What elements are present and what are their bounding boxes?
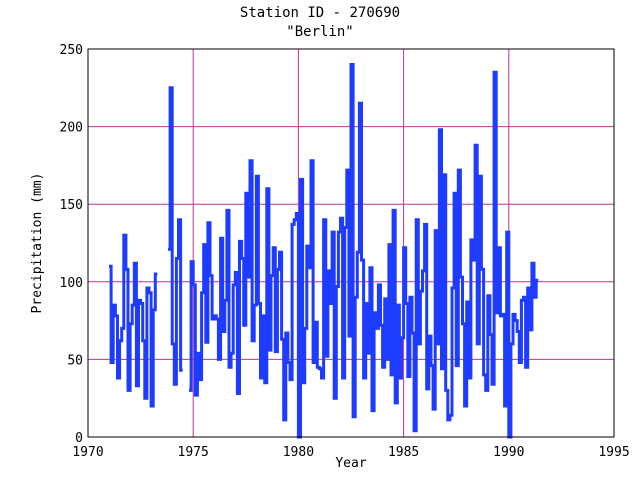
chart-subtitle: "Berlin" [286, 24, 354, 40]
x-tick-label: 1980 [283, 445, 314, 460]
x-tick-label: 1970 [72, 445, 103, 460]
y-axis-label: Precipitation (mm) [30, 173, 45, 314]
y-tick-label: 100 [60, 276, 83, 291]
precipitation-series-line [168, 86, 183, 386]
x-tick-label: 1995 [598, 445, 629, 460]
plot-frame [87, 48, 615, 438]
tick-labels: 1970 1975 1980 1985 1990 1995 0 50 100 150 200 250 [60, 43, 630, 460]
x-axis-label: Year [335, 456, 366, 471]
x-tick-label: 1990 [493, 445, 524, 460]
precipitation-series-line [189, 63, 539, 439]
chart-title: Station ID - 270690 [239, 5, 401, 21]
series-area [109, 63, 539, 439]
y-tick-label: 50 [67, 353, 83, 368]
y-tick-label: 200 [60, 121, 83, 136]
x-tick-label: 1985 [388, 445, 419, 460]
y-tick-label: 150 [60, 198, 83, 213]
y-tick-label: 250 [60, 43, 83, 58]
x-tick-label: 1975 [178, 445, 209, 460]
precipitation-series-line [109, 233, 158, 408]
y-tick-label: 0 [75, 431, 83, 446]
